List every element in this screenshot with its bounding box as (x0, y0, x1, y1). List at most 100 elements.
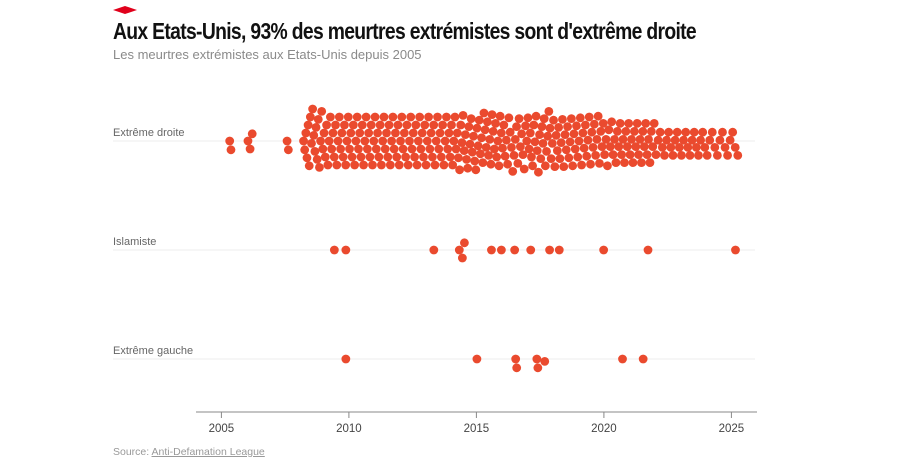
dot-extr-me-droite (329, 152, 339, 162)
x-tick-label: 2025 (719, 423, 745, 435)
dot-extr-me-gauche (511, 354, 521, 364)
dot-extr-me-droite (608, 150, 618, 160)
dot-extr-me-droite (466, 114, 476, 123)
dot-extr-me-droite (712, 151, 722, 160)
dot-islamiste (545, 245, 554, 255)
dot-extr-me-droite (504, 113, 514, 123)
dot-islamiste (429, 245, 439, 255)
dot-extr-me-droite (723, 151, 732, 160)
dot-extr-me-droite (469, 131, 478, 141)
dot-extr-me-droite (491, 119, 500, 128)
dot-islamiste (643, 245, 653, 255)
dot-extr-me-droite (524, 144, 534, 154)
dot-extr-me-droite (505, 127, 515, 137)
dot-extr-me-droite (356, 152, 366, 162)
dot-extr-me-droite (444, 128, 454, 138)
dot-extr-me-droite (696, 135, 705, 145)
dot-extr-me-droite (417, 128, 427, 138)
dot-extr-me-droite (592, 135, 602, 144)
dot-extr-me-droite (501, 135, 511, 145)
brand-diamond-icon (113, 6, 137, 14)
dot-extr-me-droite (452, 128, 462, 138)
dot-extr-me-droite (462, 155, 471, 164)
dot-extr-me-droite (694, 151, 703, 160)
dot-extr-me-droite (416, 144, 426, 154)
dot-extr-me-droite (550, 162, 560, 172)
dot-extr-me-droite (458, 111, 468, 120)
dot-extr-me-droite (310, 147, 320, 156)
x-tick-label: 2005 (209, 423, 235, 435)
row-label: Extrême gauche (113, 345, 193, 357)
dot-extr-me-droite (247, 129, 257, 139)
dot-extr-me-droite (558, 115, 567, 124)
dot-extr-me-droite (305, 112, 315, 122)
dot-extr-me-droite (672, 127, 682, 137)
dot-extr-me-droite (350, 160, 360, 170)
dot-extr-me-droite (318, 144, 328, 154)
dot-extr-me-droite (378, 136, 388, 146)
dot-extr-me-droite (408, 128, 418, 138)
dot-extr-me-droite (538, 139, 548, 148)
dot-extr-me-droite (617, 150, 627, 160)
dot-extr-me-droite (481, 143, 491, 152)
dot-extr-me-droite (396, 136, 405, 146)
dot-extr-me-droite (581, 120, 590, 130)
dot-extr-me-droite (718, 127, 727, 137)
dot-extr-me-droite (534, 167, 543, 177)
dot-extr-me-droite (637, 158, 646, 168)
dot-islamiste (460, 238, 469, 248)
dot-extr-me-droite (600, 150, 610, 160)
dot-extr-me-droite (393, 120, 403, 130)
dot-extr-me-droite (575, 113, 585, 123)
dot-islamiste (526, 245, 536, 255)
dot-extr-me-droite (323, 160, 333, 170)
dot-extr-me-droite (679, 135, 688, 145)
dot-extr-me-gauche (540, 357, 550, 366)
dot-extr-me-droite (354, 144, 363, 154)
dot-extr-me-gauche (618, 354, 627, 364)
dot-extr-me-droite (489, 144, 499, 154)
dot-extr-me-droite (610, 135, 619, 144)
dot-extr-me-droite (508, 167, 518, 176)
dot-extr-me-droite (677, 151, 686, 160)
dot-extr-me-droite (555, 154, 565, 164)
dot-extr-me-droite (413, 136, 423, 146)
dot-extr-me-droite (477, 133, 487, 143)
dot-extr-me-droite (565, 137, 575, 147)
dot-extr-me-droite (563, 122, 572, 131)
dot-extr-me-droite (438, 120, 448, 130)
dot-extr-me-droite (607, 117, 617, 127)
dot-extr-me-droite (421, 160, 431, 170)
dot-extr-me-droite (485, 135, 495, 144)
dot-extr-me-droite (598, 119, 608, 128)
dot-extr-me-droite (226, 145, 236, 155)
dot-extr-me-droite (368, 160, 377, 170)
dot-extr-me-droite (435, 128, 445, 138)
dot-extr-me-gauche (533, 363, 543, 373)
dot-extr-me-droite (333, 136, 343, 146)
dot-extr-me-gauche (532, 354, 542, 364)
dot-islamiste (731, 245, 740, 255)
source-link[interactable]: Anti-Defamation League (151, 446, 265, 458)
dot-extr-me-droite (628, 158, 638, 168)
dot-extr-me-droite (328, 128, 338, 138)
dot-extr-me-droite (385, 160, 395, 170)
dot-extr-me-droite (428, 152, 437, 162)
dot-extr-me-droite (614, 142, 624, 152)
dot-extr-me-droite (638, 126, 648, 136)
dot-extr-me-droite (515, 142, 525, 152)
x-tick-label: 2020 (591, 423, 617, 435)
dot-extr-me-droite (552, 146, 562, 156)
dot-extr-me-droite (629, 126, 639, 136)
dot-extr-me-droite (570, 144, 580, 154)
dot-extr-me-droite (308, 104, 318, 114)
dot-extr-me-droite (304, 161, 314, 171)
dot-extr-me-droite (499, 120, 509, 130)
dot-extr-me-droite (603, 161, 612, 171)
dot-extr-me-droite (578, 128, 588, 138)
dot-extr-me-droite (450, 112, 460, 122)
dot-extr-me-droite (425, 144, 435, 154)
dot-extr-me-droite (642, 150, 652, 160)
dot-extr-me-droite (383, 152, 393, 162)
